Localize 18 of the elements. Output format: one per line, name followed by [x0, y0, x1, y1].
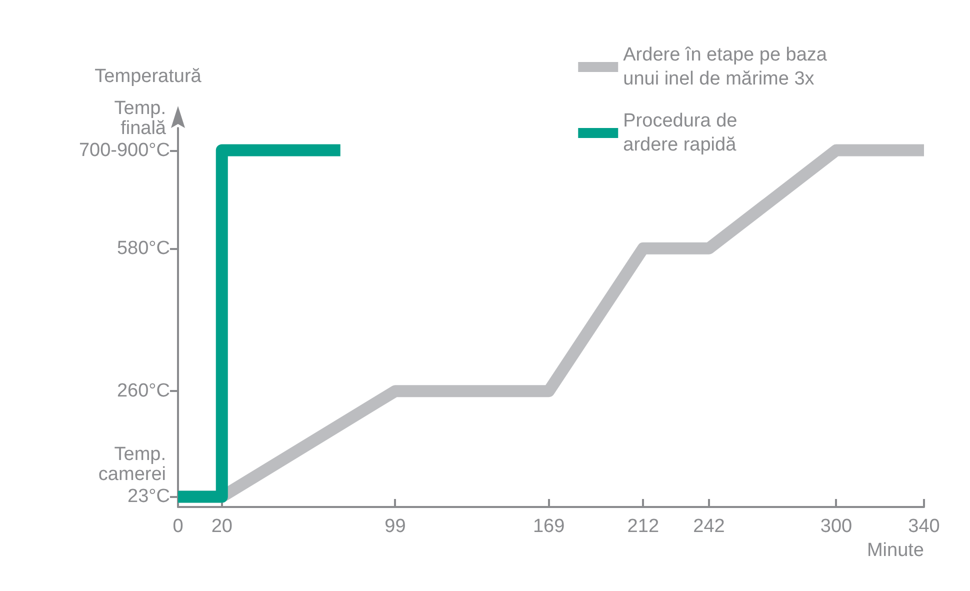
- x-tick-label: 340: [908, 516, 940, 537]
- legend-label: Ardere în etape pe baza unui inel de mărime 3x: [623, 44, 828, 90]
- x-tick-label: 20: [211, 516, 232, 537]
- y-tick-label: 23°C: [128, 486, 170, 508]
- x-tick-label: 212: [627, 516, 660, 537]
- y-tick-label: 260°C: [116, 380, 170, 402]
- x-tick-label: 300: [820, 516, 852, 537]
- y-axis-title: Temperatură: [94, 66, 202, 87]
- text: Temp. finală: [114, 98, 166, 139]
- y-tick-label: 580°C: [116, 238, 170, 259]
- x-tick-label: 0: [172, 516, 184, 537]
- x-tick-label: 169: [532, 516, 565, 537]
- x-tick-label: 99: [384, 516, 406, 537]
- x-tick-label: 242: [693, 516, 725, 537]
- x-axis-title: Minute: [866, 540, 924, 561]
- legend-label: Procedura de ardere rapidă: [623, 110, 738, 156]
- y-tick-label: 700-900°C: [78, 140, 170, 161]
- text: Temp. camerei: [98, 444, 166, 486]
